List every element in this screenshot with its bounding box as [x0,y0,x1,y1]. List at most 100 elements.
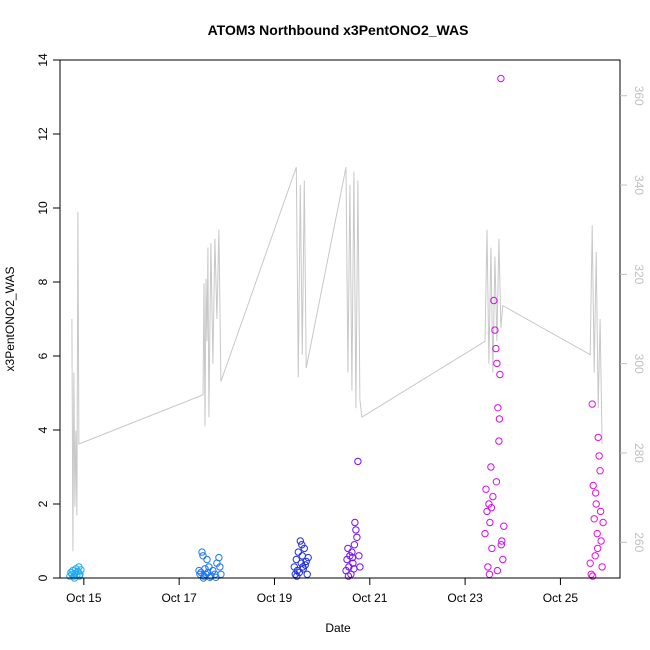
data-point [589,572,597,580]
x-tick-label: Oct 15 [66,591,102,605]
data-point [292,555,300,564]
data-point [212,573,220,581]
data-point [302,557,310,566]
scatter-points-layer [66,74,607,582]
secondary-line-layer [71,167,603,552]
data-point [493,566,502,575]
y-tick-label: 14 [36,53,50,67]
data-point [203,555,211,564]
data-point [484,563,492,571]
data-point [490,296,498,305]
data-point [492,344,500,353]
data-point [355,552,363,560]
y-tick-label: 4 [36,426,50,433]
y-tick-label: 2 [36,500,50,507]
data-point [349,559,357,567]
data-point [497,541,505,549]
data-point [483,507,491,516]
data-point [198,548,206,556]
data-point [485,570,494,578]
y-tick-label: 6 [36,352,50,359]
data-point [199,552,207,560]
data-point [486,518,494,527]
data-point [496,370,504,379]
data-point [485,500,493,508]
data-point [352,526,360,534]
data-point [495,415,504,423]
data-point [345,563,353,571]
y-tick-label: 0 [36,574,50,581]
data-point [296,537,304,545]
data-point [300,544,308,553]
data-point [592,500,600,508]
data-point [356,563,364,571]
data-point [75,572,84,580]
data-point [344,572,353,580]
y2-tick-label: 300 [632,354,646,374]
x-tick-label: Oct 21 [352,591,388,605]
data-point [594,544,602,553]
data-point [293,572,301,580]
data-point [599,518,607,527]
data-point [487,504,496,512]
data-point [499,555,507,564]
data-point [215,553,223,562]
y2-tick-label: 340 [632,175,646,195]
x-axis-label: Date [325,621,351,635]
x-tick-label: Oct 23 [447,591,483,605]
data-point [491,326,499,334]
chart-title: ATOM3 Northbound x3PentONO2_WAS [208,22,469,38]
data-point [487,463,495,471]
data-point [348,553,357,562]
data-point [495,437,503,445]
data-point [488,544,496,553]
data-point [591,552,599,560]
data-point [492,478,501,486]
data-point [351,518,359,527]
data-point [304,553,312,562]
y-tick-label: 8 [36,278,50,285]
data-point [588,400,596,408]
data-point [597,537,605,545]
x-tick-label: Oct 17 [161,591,197,605]
data-point [592,489,600,497]
data-point [593,529,601,538]
data-point [594,433,602,442]
data-point [596,507,605,516]
data-point [344,544,352,553]
data-point [354,457,362,466]
data-point [598,563,606,571]
data-point [353,533,361,541]
y2-tick-label: 360 [632,86,646,106]
y-tick-label: 12 [36,127,50,141]
data-point [216,563,224,571]
data-point [348,548,356,556]
data-point [301,561,309,569]
data-point [209,566,217,575]
data-point [595,452,603,460]
y-tick-label: 10 [36,201,50,215]
data-point [294,548,302,556]
data-point [497,74,505,83]
data-point [489,492,497,501]
data-point [482,485,490,493]
data-point [299,563,307,571]
data-point [205,563,213,571]
y-axis-label: x3PentONO2_WAS [3,267,17,372]
x-tick-label: Oct 25 [543,591,579,605]
y2-tick-label: 320 [632,264,646,284]
data-point [586,559,594,567]
y2-tick-label: 260 [632,532,646,552]
data-point [291,570,299,578]
data-point [498,537,506,545]
secondary-series-line [71,167,603,552]
data-point [350,541,359,549]
data-point [587,570,595,578]
data-point [298,541,306,549]
data-point [494,404,502,412]
x-tick-label: Oct 19 [257,591,293,605]
data-point [493,359,501,368]
data-point [589,481,597,490]
y2-tick-label: 280 [632,443,646,463]
